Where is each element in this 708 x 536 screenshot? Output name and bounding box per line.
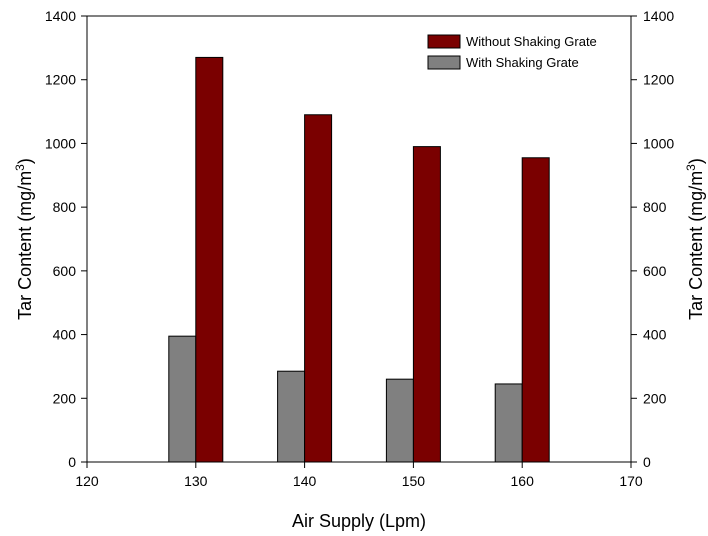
y2-axis-label: Tar Content (mg/m3) xyxy=(684,158,706,320)
ticks-group: 120 130 140 150 160 1700200400600800100012001… xyxy=(45,8,675,489)
y2-tick-label-400: 400 xyxy=(643,327,667,343)
legend-label-without-shaking-grate: Without Shaking Grate xyxy=(466,34,597,49)
bar-without-shaking-grate-130 xyxy=(195,56,224,463)
x-tick-label-130: 130 xyxy=(184,473,208,489)
bar-with-shaking-grate-140 xyxy=(277,370,306,463)
legend-swatch-with-shaking-grate xyxy=(427,55,461,70)
x-axis-label: Air Supply (Lpm) xyxy=(292,511,426,531)
y-axis-label-main: Tar Content (mg/m xyxy=(15,171,35,320)
y-tick-label-0: 0 xyxy=(68,454,76,470)
y-tick-label-1400: 1400 xyxy=(45,8,76,24)
y-tick-label-1000: 1000 xyxy=(45,135,76,151)
bar-with-shaking-grate-150 xyxy=(385,378,414,463)
bars-group xyxy=(168,56,550,463)
x-tick-label-120: 120 xyxy=(75,473,99,489)
legend-swatch-without-shaking-grate xyxy=(427,34,461,49)
y-tick-label-400: 400 xyxy=(53,327,77,343)
x-tick-label-140: 140 xyxy=(293,473,317,489)
y-axis-label: Tar Content (mg/m3) xyxy=(13,158,35,320)
bar-without-shaking-grate-160 xyxy=(521,157,550,463)
y2-tick-label-600: 600 xyxy=(643,263,667,279)
y-tick-label-200: 200 xyxy=(53,390,77,406)
bar-with-shaking-grate-130 xyxy=(168,335,197,463)
y2-axis-label-close: ) xyxy=(686,158,706,164)
bar-without-shaking-grate-150 xyxy=(412,146,441,463)
y2-tick-label-1400: 1400 xyxy=(643,8,674,24)
y2-tick-label-1200: 1200 xyxy=(643,72,674,88)
y2-axis-label-main: Tar Content (mg/m xyxy=(686,171,706,320)
y-tick-label-600: 600 xyxy=(53,263,77,279)
bar-with-shaking-grate-160 xyxy=(494,383,523,463)
y-tick-label-800: 800 xyxy=(53,199,77,215)
bar-without-shaking-grate-140 xyxy=(304,114,333,463)
y-axis-label-sup: 3 xyxy=(13,164,27,171)
y2-tick-label-800: 800 xyxy=(643,199,667,215)
y2-tick-label-200: 200 xyxy=(643,390,667,406)
x-tick-label-150: 150 xyxy=(402,473,426,489)
y-axis-label-close: ) xyxy=(15,158,35,164)
y-tick-label-1200: 1200 xyxy=(45,72,76,88)
y2-tick-label-1000: 1000 xyxy=(643,135,674,151)
y2-tick-label-0: 0 xyxy=(643,454,651,470)
x-tick-label-160: 160 xyxy=(511,473,535,489)
legend-label-with-shaking-grate: With Shaking Grate xyxy=(466,55,579,70)
legend: Without Shaking Grate With Shaking Grate xyxy=(427,34,597,70)
y2-axis-label-sup: 3 xyxy=(684,164,698,171)
x-tick-label-170: 170 xyxy=(619,473,643,489)
plot-frame xyxy=(86,15,632,463)
